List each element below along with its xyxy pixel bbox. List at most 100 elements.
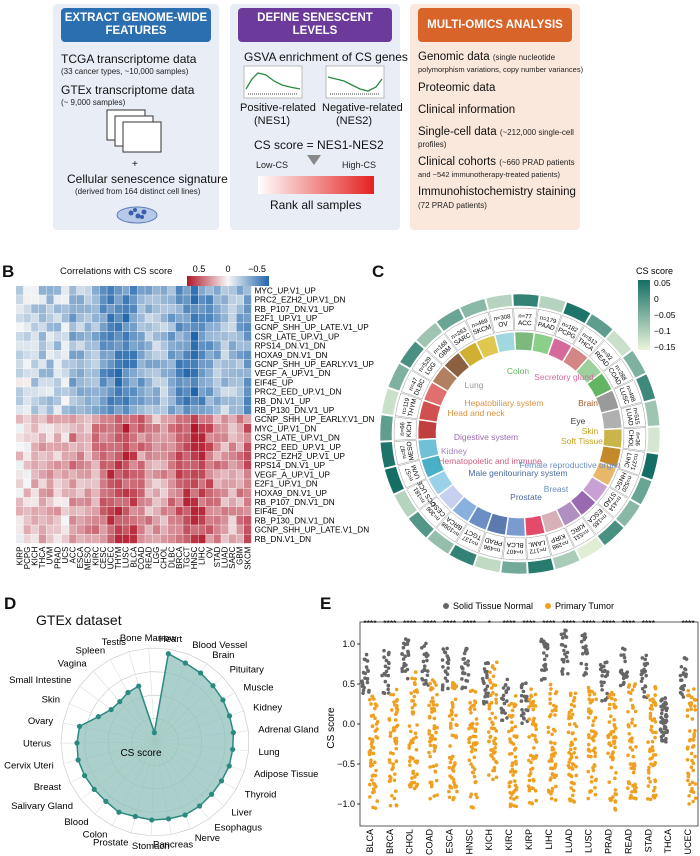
tumor-point — [586, 742, 591, 747]
cancer-label-arc — [401, 370, 431, 400]
heatmap-cell — [31, 414, 39, 424]
tumor-point — [473, 734, 478, 739]
tumor-point — [567, 760, 572, 764]
heatmap-cell — [183, 350, 191, 360]
heatmap-cell — [175, 516, 183, 525]
tumor-point — [649, 724, 654, 729]
tumor-point — [574, 773, 579, 778]
tumor-point — [509, 796, 513, 800]
heatmap-cell — [137, 470, 145, 479]
tumor-point — [410, 776, 414, 780]
tumor-point — [410, 705, 415, 710]
normal-point — [560, 636, 565, 640]
heatmap-col-label: CHOL — [160, 546, 169, 569]
heatmap-cell — [221, 460, 229, 470]
normal-point — [499, 706, 504, 711]
cancer-name-label: BLCA — [506, 541, 524, 549]
normal-point — [445, 646, 449, 651]
normal-point — [486, 694, 490, 698]
normal-point — [600, 699, 604, 703]
normal-point — [382, 691, 387, 696]
heatmap-cell — [61, 516, 69, 525]
tumor-point — [509, 701, 514, 706]
heatmap-row-label: HOXA9_DN.V1_UP — [255, 489, 328, 498]
tumor-point — [408, 763, 412, 768]
normal-point — [678, 678, 683, 682]
heatmap-cell — [69, 442, 77, 452]
heatmap-cell — [99, 497, 107, 507]
group-label: THCA — [663, 829, 673, 854]
tumor-point — [689, 765, 694, 769]
heatmap-cell — [99, 442, 107, 452]
tumor-point — [651, 753, 656, 757]
tumor-point — [508, 737, 512, 741]
heatmap-cell — [92, 497, 100, 507]
tumor-point — [547, 759, 552, 764]
heatmap-cell — [23, 304, 31, 314]
heatmap-cell — [84, 332, 92, 341]
heatmap-cell — [38, 304, 46, 314]
tumor-point — [587, 697, 591, 702]
tumor-point — [572, 781, 576, 786]
tumor-point — [553, 713, 557, 717]
heatmap-cell — [244, 506, 252, 516]
tumor-point — [369, 758, 373, 762]
cancer-label-arc — [426, 333, 458, 365]
heatmap-cell — [99, 525, 107, 534]
tumor-point — [491, 751, 496, 755]
tumor-point — [415, 759, 420, 763]
heatmap-cell — [122, 497, 130, 507]
heatmap-cell — [54, 424, 62, 433]
normal-point — [663, 696, 668, 700]
tumor-point — [529, 687, 533, 691]
cs-score-arc — [605, 329, 632, 358]
heatmap-cell — [92, 332, 100, 341]
heatmap-cell — [16, 332, 24, 341]
tumor-point — [488, 680, 493, 685]
heatmap-cell — [198, 534, 206, 544]
heatmap-cell — [221, 322, 229, 332]
normal-point — [361, 691, 365, 695]
heatmap-cell — [160, 350, 168, 360]
normal-point — [440, 687, 445, 692]
legend-tick-pos: 0.5 — [193, 264, 206, 274]
tumor-point — [412, 694, 417, 699]
heatmap-cell — [137, 451, 145, 461]
heatmap-cell — [175, 295, 183, 304]
heatmap-cell — [92, 359, 100, 369]
cancer-name-label: LAML — [528, 538, 546, 548]
tumor-point — [414, 747, 419, 752]
tumor-point — [431, 703, 436, 707]
heatmap-cell — [152, 304, 160, 314]
heatmap-cell — [76, 304, 84, 314]
normal-point — [605, 691, 609, 696]
heatmap-cell — [54, 414, 62, 424]
heatmap-cell — [145, 414, 153, 424]
heatmap-cell — [198, 525, 206, 534]
normal-point — [503, 683, 508, 688]
tumor-point — [589, 709, 593, 714]
tumor-point — [530, 733, 535, 737]
heatmap-cell — [152, 359, 160, 369]
heatmap-cell — [122, 442, 130, 452]
tumor-point — [388, 734, 393, 738]
radar-point — [95, 714, 101, 720]
heatmap-cell — [160, 359, 168, 369]
heatmap-col-label: LUAD — [221, 546, 230, 568]
tumor-point — [451, 705, 455, 709]
heatmap-cell — [228, 433, 236, 442]
cancer-n-label: n=36 — [634, 432, 641, 446]
normal-point — [602, 680, 606, 685]
radar-point — [132, 813, 138, 820]
tumor-point — [630, 748, 635, 752]
tumor-point — [527, 788, 532, 793]
normal-point — [563, 628, 567, 633]
heatmap-cell — [92, 396, 100, 406]
heatmap-cell — [16, 286, 24, 295]
heatmap-cell — [168, 359, 176, 369]
tumor-point — [550, 752, 555, 756]
heatmap-cell — [221, 506, 229, 516]
heatmap-cell — [168, 516, 176, 525]
tumor-point — [468, 707, 472, 712]
heatmap-cell — [198, 396, 206, 406]
